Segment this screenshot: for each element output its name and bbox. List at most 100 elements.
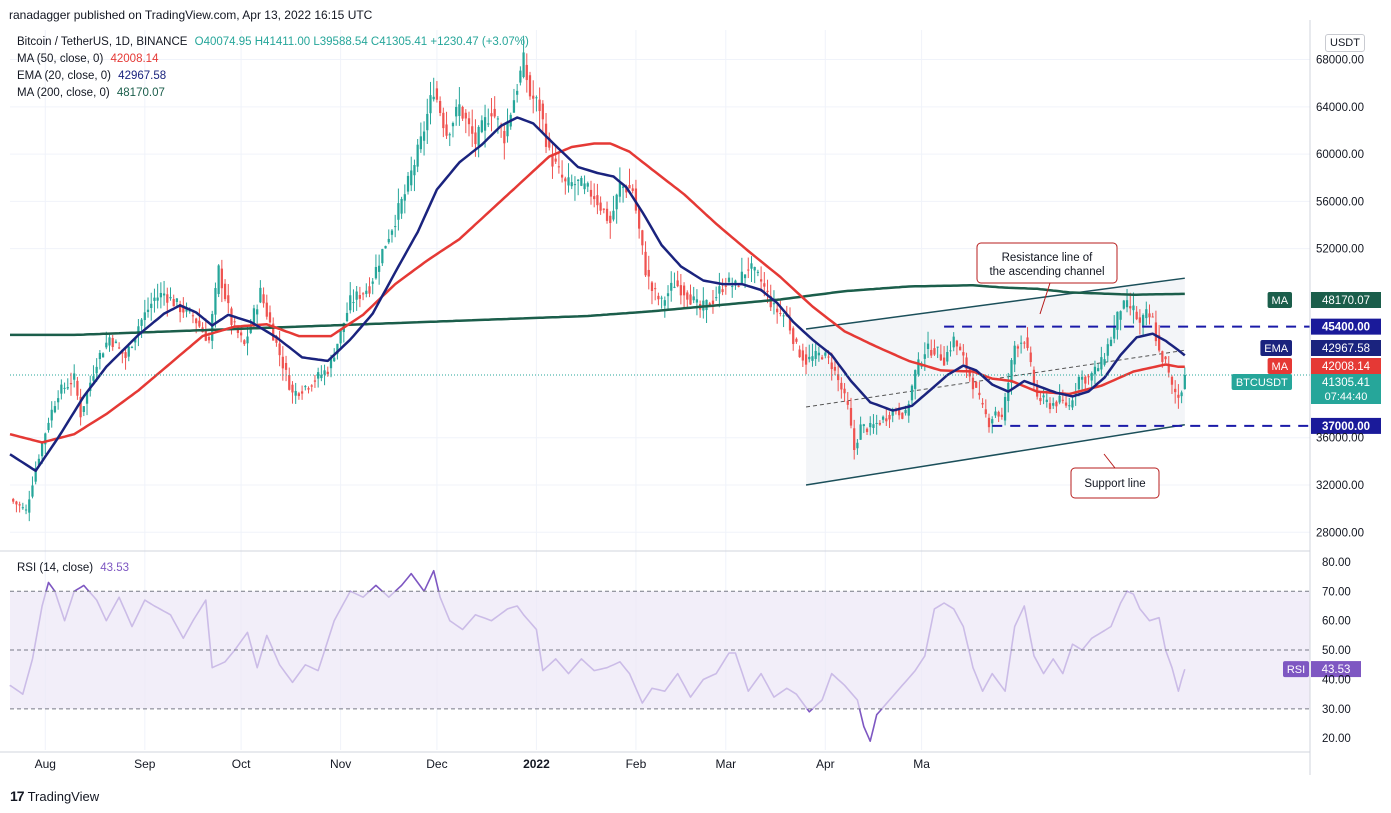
candle-body (134, 337, 137, 343)
candle-body (997, 411, 1000, 417)
time-tick-label: Oct (232, 757, 251, 771)
annotations: Resistance line of the ascending channel S… (976, 242, 1160, 499)
footer-brand: TradingView (27, 788, 100, 804)
candle-body (105, 342, 108, 348)
candle-body (365, 290, 368, 294)
price-tick-label: 52000.00 (1316, 244, 1364, 256)
candle-body (422, 131, 426, 141)
candle-body (304, 386, 307, 388)
candle-body (891, 410, 894, 416)
candle-body (101, 353, 105, 358)
candle-body (406, 175, 410, 192)
candle-body (734, 280, 737, 284)
candle-body (795, 338, 798, 342)
candle-body (994, 411, 997, 416)
level-badge-label: 45400.00 (1322, 322, 1370, 334)
candle-body (467, 118, 471, 125)
candle-body (631, 188, 634, 191)
candle-body (1084, 376, 1087, 384)
candle-body (284, 362, 288, 370)
candle-body (695, 299, 699, 303)
candle-body (1106, 344, 1109, 356)
candle-body (618, 182, 621, 197)
candle-body (307, 388, 310, 390)
price-badge-tag (1260, 340, 1292, 356)
candle-body (615, 194, 618, 210)
candle-body (750, 263, 753, 269)
candle-body (1071, 400, 1074, 408)
candle-body (259, 287, 262, 303)
candle-body (487, 123, 490, 125)
price-badge-tag (1267, 292, 1292, 308)
candle-body (265, 302, 268, 317)
legend-ma200-row[interactable]: MA (200, close, 0) 48170.07 (17, 87, 165, 99)
publish-info: ranadagger published on TradingView.com,… (9, 8, 373, 22)
candle-body (275, 336, 278, 343)
rsi-label: RSI (14, close) (17, 562, 94, 574)
candle-body (451, 123, 455, 127)
candle-body (394, 226, 397, 228)
candle-body (137, 326, 140, 335)
currency-selector[interactable]: USDT (1325, 34, 1365, 52)
legend-rsi-row[interactable]: RSI (14, close) 43.53 (17, 562, 129, 574)
candle-body (657, 295, 660, 300)
candle-body (769, 295, 772, 308)
candle-body (1122, 300, 1125, 309)
candle-body (753, 266, 756, 271)
candle-body (79, 396, 82, 418)
candle-body (281, 356, 284, 369)
candle-body (788, 318, 792, 331)
candle-body (959, 346, 962, 351)
candle-body (1100, 357, 1103, 370)
candle-body (512, 100, 516, 113)
candle-body (1119, 311, 1122, 320)
candle-body (223, 283, 227, 300)
candle-body (1039, 398, 1042, 402)
candle-body (1003, 396, 1007, 421)
candle-body (1068, 405, 1071, 407)
candle-body (1064, 402, 1068, 406)
legend-ema20-row[interactable]: EMA (20, close, 0) 42967.58 (17, 70, 166, 82)
legend-symbol-row: Bitcoin / TetherUS, 1D, BINANCE O40074.9… (17, 36, 529, 48)
ma200-label: MA (200, close, 0) (17, 87, 110, 99)
candle-body (573, 184, 577, 186)
candle-body (904, 409, 907, 414)
candle-body (69, 383, 73, 385)
candle-body (403, 194, 406, 201)
legend-ma50-row[interactable]: MA (50, close, 0) 42008.14 (17, 53, 158, 65)
tradingview-footer: 17 TradingView (10, 788, 99, 804)
candle-body (60, 384, 63, 394)
candle-body (34, 468, 37, 482)
candle-body (949, 350, 952, 352)
candle-body (435, 88, 439, 100)
candle-body (1055, 401, 1058, 407)
candle-body (772, 303, 776, 305)
candle-body (63, 387, 66, 389)
candle-body (191, 315, 195, 317)
candle-body (92, 376, 95, 381)
candle-body (910, 385, 914, 401)
candle-body (1116, 311, 1119, 330)
candle-body (1132, 305, 1135, 311)
candle-body (239, 332, 243, 336)
candle-body (759, 279, 763, 282)
candle-body (381, 249, 384, 264)
candle-body (609, 215, 612, 224)
price-badge (1311, 340, 1381, 356)
candle-body (942, 357, 946, 366)
candle-body (978, 392, 981, 396)
candle-body (227, 295, 230, 304)
candle-body (162, 293, 166, 296)
rsi-tick-label: 70.00 (1322, 586, 1351, 598)
candle-body (647, 269, 650, 277)
candle-body (914, 370, 917, 389)
candle-body (442, 112, 445, 129)
candle-body (528, 75, 532, 97)
candle-body (57, 398, 60, 403)
price-badge (1311, 374, 1381, 404)
candle-body (1125, 300, 1129, 308)
candle-body (641, 230, 644, 246)
candle-body (1077, 376, 1081, 390)
candle-body (236, 327, 240, 333)
